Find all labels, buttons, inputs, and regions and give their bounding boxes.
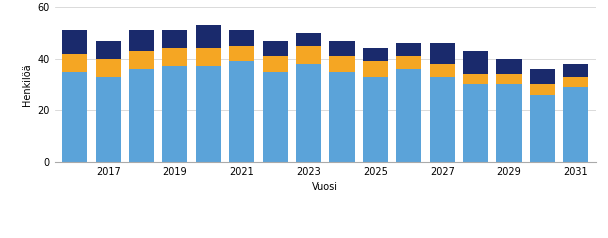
Bar	[62, 30, 88, 54]
Bar	[430, 43, 455, 64]
Bar	[563, 64, 589, 77]
Bar	[363, 48, 388, 61]
Bar	[62, 54, 88, 72]
Bar	[330, 72, 354, 162]
Bar	[463, 84, 488, 162]
Bar	[363, 61, 388, 77]
Bar	[296, 46, 321, 64]
Bar	[229, 30, 254, 46]
Bar	[95, 77, 121, 162]
Bar	[229, 61, 254, 162]
Bar	[229, 46, 254, 61]
Bar	[196, 66, 221, 162]
Bar	[263, 72, 288, 162]
Bar	[463, 51, 488, 74]
Bar	[497, 74, 522, 84]
Bar	[95, 41, 121, 59]
Bar	[296, 64, 321, 162]
Bar	[530, 69, 555, 84]
X-axis label: Vuosi: Vuosi	[313, 182, 338, 192]
Bar	[396, 56, 421, 69]
Bar	[430, 64, 455, 77]
Bar	[129, 69, 154, 162]
Bar	[530, 84, 555, 95]
Y-axis label: Henkilöä: Henkilöä	[22, 63, 32, 106]
Bar	[95, 59, 121, 77]
Bar	[396, 69, 421, 162]
Bar	[263, 41, 288, 56]
Bar	[563, 87, 589, 162]
Bar	[563, 77, 589, 87]
Bar	[530, 95, 555, 162]
Bar	[330, 56, 354, 72]
Bar	[162, 30, 187, 48]
Bar	[497, 59, 522, 74]
Bar	[129, 51, 154, 69]
Bar	[497, 84, 522, 162]
Bar	[330, 41, 354, 56]
Bar	[363, 77, 388, 162]
Bar	[263, 56, 288, 72]
Bar	[196, 25, 221, 48]
Bar	[162, 66, 187, 162]
Bar	[196, 48, 221, 66]
Bar	[296, 33, 321, 46]
Bar	[129, 30, 154, 51]
Bar	[162, 48, 187, 66]
Bar	[396, 43, 421, 56]
Bar	[463, 74, 488, 84]
Bar	[430, 77, 455, 162]
Bar	[62, 72, 88, 162]
